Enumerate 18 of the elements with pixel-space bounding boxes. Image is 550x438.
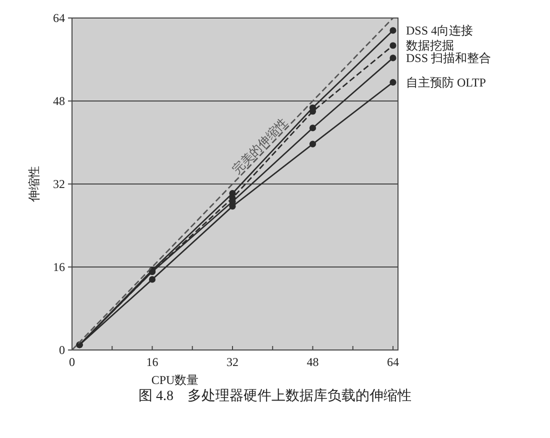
y-tick-label: 64: [53, 11, 65, 25]
x-tick-label: 16: [146, 355, 158, 369]
text: 图 4.8 多处理器硬件上数据库负载的伸缩性: [138, 388, 412, 404]
x-tick-label: 32: [226, 355, 238, 369]
x-tick-label: 0: [69, 355, 75, 369]
y-tick-label: 48: [53, 94, 65, 108]
series-label: DSS 4向连接: [406, 23, 474, 38]
x-axis-title: CPU数量: [151, 373, 199, 387]
y-tick-label: 0: [59, 343, 65, 357]
text: 完美的伸缩性: [230, 115, 290, 177]
y-tick-label: 32: [53, 177, 65, 191]
series-label: 自主预防 OLTP: [406, 75, 486, 90]
x-tick-label: 48: [306, 355, 319, 369]
y-axis-title: 伸缩性: [27, 166, 41, 203]
x-tick-label: 64: [386, 355, 399, 369]
series-label: 数据挖掘: [406, 38, 454, 52]
series-label: DSS 扫描和整合: [406, 50, 492, 65]
y-tick-label: 16: [53, 260, 65, 274]
